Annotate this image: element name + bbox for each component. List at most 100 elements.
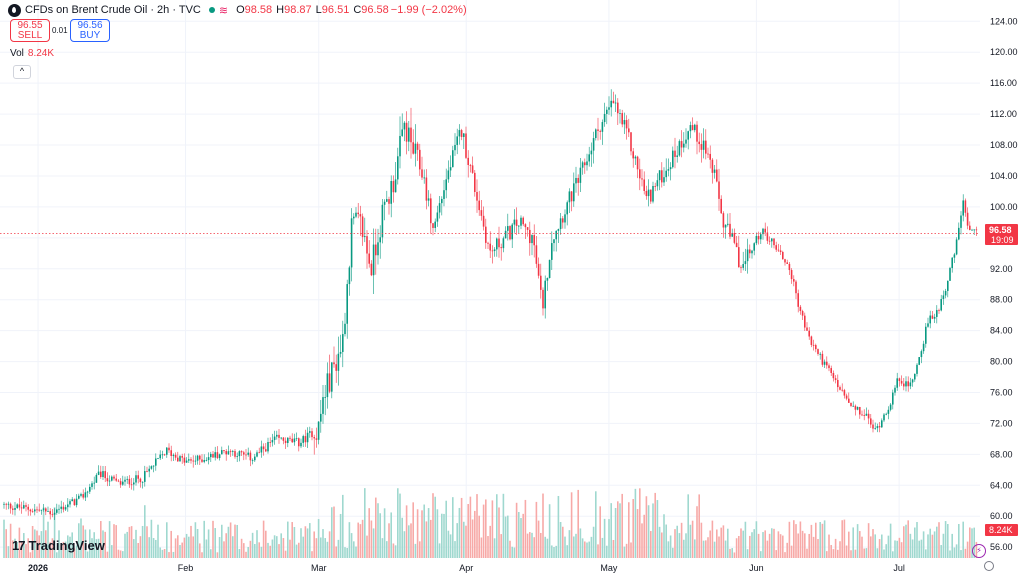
volume-bar <box>652 503 654 558</box>
buy-button[interactable]: 96.56 BUY <box>70 19 110 42</box>
collapse-legend-button[interactable]: ^ <box>13 65 31 79</box>
candle-body <box>421 169 423 178</box>
tradingview-logo[interactable]: 17 TradingView <box>12 538 105 553</box>
volume-bar <box>537 520 540 558</box>
volume-bar <box>49 542 51 558</box>
candle-body <box>273 436 276 441</box>
candle-body <box>166 447 168 455</box>
volume-bar <box>883 549 885 558</box>
volume-bar <box>597 544 599 558</box>
market-status-icon[interactable] <box>208 7 215 13</box>
time-axis[interactable]: 2026 Feb Mar Apr May Jun Jul <box>28 563 905 573</box>
volume-bar <box>368 508 370 558</box>
volume-bar <box>720 527 722 558</box>
candle-body <box>262 446 265 450</box>
volume-bar <box>810 524 813 558</box>
candle-body <box>911 379 914 383</box>
candle-body <box>401 129 403 136</box>
volume-bar <box>465 525 467 558</box>
candle-body <box>661 170 663 183</box>
volume-value: 8.24K <box>27 48 55 59</box>
volume-bar <box>302 536 304 558</box>
volume-legend[interactable]: Vol 8.24K <box>10 48 54 59</box>
candle-body <box>639 169 641 179</box>
volume-bar <box>119 550 122 558</box>
volume-bar <box>650 531 652 558</box>
volume-bar <box>254 544 256 558</box>
volume-bar <box>936 526 938 558</box>
volume-bar <box>135 529 137 558</box>
volume-bar <box>947 524 949 558</box>
lightning-icon[interactable]: ⚡ <box>972 544 986 558</box>
volume-bar <box>207 529 210 558</box>
volume-bar <box>410 523 412 558</box>
volume-bar <box>236 524 238 558</box>
volume-bar <box>724 540 727 558</box>
candle-body <box>243 452 245 455</box>
candle-body <box>821 353 824 365</box>
volume-bar <box>427 508 430 558</box>
volume-bar <box>790 545 793 558</box>
candle-body <box>764 228 766 233</box>
candle-body <box>214 452 216 458</box>
symbol-title[interactable]: CFDs on Brent Crude Oil · 2h · TVC <box>25 4 201 16</box>
price-tick-label: 84.00 <box>990 326 1013 336</box>
volume-bar <box>828 534 830 558</box>
candle-body <box>694 124 696 131</box>
candle-body <box>788 263 791 271</box>
sell-button[interactable]: 96.55 SELL <box>10 19 50 42</box>
volume-bar <box>443 513 445 558</box>
volume-bar <box>243 543 245 558</box>
volume-bar <box>707 537 709 558</box>
candle-body <box>790 270 793 280</box>
volume-bar <box>850 550 852 558</box>
candle-body <box>511 224 513 240</box>
candle-body <box>491 250 494 252</box>
candle-body <box>436 212 439 222</box>
volume-bar <box>691 520 694 558</box>
volume-bar <box>489 525 491 558</box>
volume-bar <box>821 523 824 558</box>
candle-body <box>566 202 568 215</box>
candle-body <box>313 437 315 439</box>
candle-body <box>23 505 25 509</box>
price-axis[interactable]: 124.00 120.00 116.00 112.00 108.00 104.00 100.… <box>990 16 1018 552</box>
volume-bar <box>909 533 912 558</box>
volume-bar <box>16 542 18 558</box>
last-price-label: 96.58 19:09 <box>985 224 1018 245</box>
candle-body <box>212 453 214 458</box>
volume-bar <box>859 531 861 558</box>
candle-body <box>801 311 804 316</box>
candle-body <box>223 450 225 452</box>
candle-body <box>58 508 60 510</box>
buy-label: BUY <box>79 29 101 41</box>
volume-bar <box>210 549 212 558</box>
candle-body <box>520 217 522 226</box>
candle-body <box>9 503 12 509</box>
volume-bar <box>93 532 95 558</box>
candle-body <box>636 156 639 170</box>
candle-body <box>234 451 236 457</box>
volume-bar <box>190 525 192 558</box>
chart-settings-icon[interactable] <box>984 561 994 571</box>
volume-bar <box>71 532 73 558</box>
volume-bar <box>863 548 865 558</box>
volume-bar <box>29 552 32 558</box>
candle-body <box>364 236 366 238</box>
volume-bar <box>315 538 318 558</box>
candle-body <box>645 191 648 197</box>
volume-bar <box>678 533 681 558</box>
candle-body <box>430 198 432 224</box>
volume-bar <box>876 548 879 558</box>
volume-bar <box>12 540 14 558</box>
volume-bar <box>100 521 102 558</box>
volume-bar <box>348 522 351 558</box>
volume-bar <box>608 519 610 558</box>
volume-bar <box>487 536 489 558</box>
volume-bar <box>669 535 672 558</box>
candle-body <box>502 238 505 249</box>
volume-bar <box>152 538 155 558</box>
volume-bar <box>111 545 113 558</box>
candle-body <box>344 323 346 335</box>
